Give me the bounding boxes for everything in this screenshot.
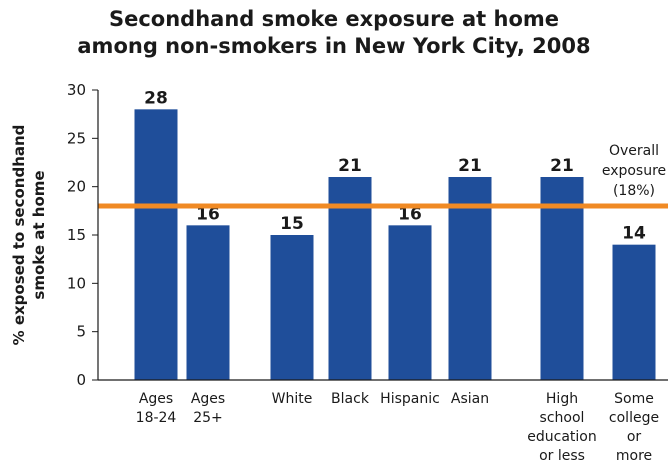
category-label: Ages <box>191 391 225 407</box>
category-label: or <box>627 429 642 445</box>
category-labels: Ages 18-24 Ages 25+ White Black Hispanic Asian H… <box>136 391 659 464</box>
bar-value-label: 28 <box>144 88 168 108</box>
bar-value-label: 21 <box>458 156 482 176</box>
category-label: Hispanic <box>380 391 440 407</box>
category-label: college <box>609 410 659 426</box>
y-axis-title: % exposed to secondhand smoke at home <box>10 125 48 346</box>
category-label: school <box>540 410 585 426</box>
bar <box>389 225 432 380</box>
category-label: 25+ <box>193 410 223 426</box>
reference-line-label: exposure <box>602 163 666 179</box>
y-tick-label: 15 <box>67 226 86 244</box>
category-label: or less <box>539 448 585 464</box>
category-label: more <box>616 448 652 464</box>
bar <box>187 225 230 380</box>
bar-value-label: 14 <box>622 224 646 244</box>
bar <box>271 235 314 380</box>
reference-line-label: (18%) <box>613 183 655 199</box>
category-label: Asian <box>451 391 489 407</box>
bar <box>613 245 656 380</box>
category-label: 18-24 <box>136 410 177 426</box>
reference-line-label: Overall <box>609 143 659 159</box>
y-axis-title-line-1: % exposed to secondhand <box>10 125 28 346</box>
category-label: education <box>527 429 596 445</box>
y-tick-label: 30 <box>67 81 86 99</box>
y-tick-label: 10 <box>67 274 86 292</box>
category-label: Ages <box>139 391 173 407</box>
y-axis-title-line-2: smoke at home <box>30 170 48 299</box>
category-label: Some <box>614 391 654 407</box>
y-tick-label: 0 <box>76 371 86 389</box>
bar-value-label: 21 <box>338 156 362 176</box>
y-tick-label: 5 <box>76 323 86 341</box>
y-tick-label: 20 <box>67 178 86 196</box>
bar-value-label: 15 <box>280 214 304 234</box>
category-label: High <box>546 391 578 407</box>
y-tick-label: 25 <box>67 129 86 147</box>
bar-value-label: 21 <box>550 156 574 176</box>
y-axis-ticks: 0 5 10 15 20 25 30 <box>67 81 98 389</box>
category-label: White <box>272 391 313 407</box>
category-label: Black <box>331 391 370 407</box>
bar <box>135 109 178 380</box>
